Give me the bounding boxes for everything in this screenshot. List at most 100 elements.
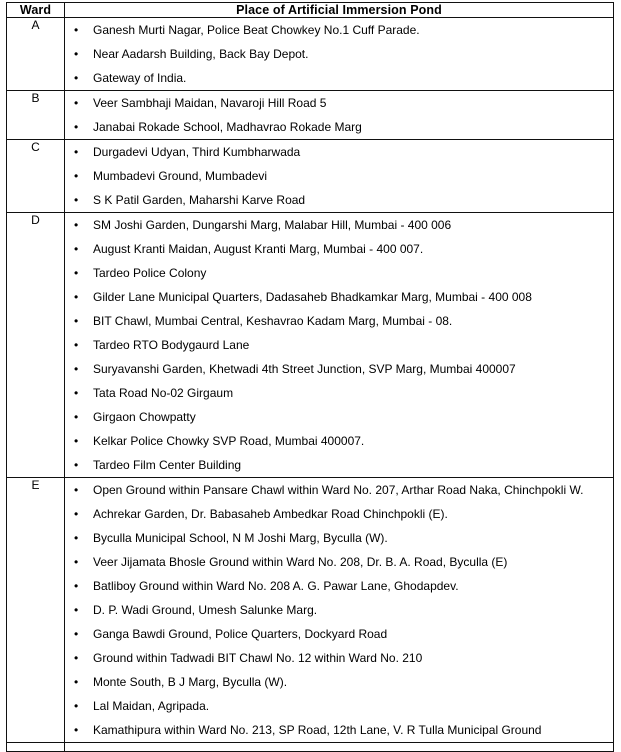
list-item-label: Girgaon Chowpatty — [93, 410, 196, 424]
list-item: • Batliboy Ground within Ward No. 208 A. … — [65, 574, 613, 598]
list-item: • Mumbadevi Ground, Mumbadevi — [65, 164, 613, 188]
list-item-label: D. P. Wadi Ground, Umesh Salunke Marg. — [93, 603, 318, 617]
list-item-label: Tardeo RTO Bodygaurd Lane — [93, 338, 250, 352]
list-item: • Girgaon Chowpatty — [65, 405, 613, 429]
column-header-place: Place of Artificial Immersion Pond — [64, 2, 614, 18]
place-list-cell: • Ganesh Murti Nagar, Police Beat Chowkey… — [64, 17, 614, 91]
table-row: C • Durgadevi Udyan, Third Kumbharwada • Mum… — [6, 139, 614, 213]
bullet-icon: • — [74, 627, 79, 641]
list-item: • Achrekar Garden, Dr. Babasaheb Ambedkar… — [65, 502, 613, 526]
place-list-cell: • Veer Sambhaji Maidan, Navaroji Hill Roa… — [64, 90, 614, 140]
list-item-label: Kamathipura within Ward No. 213, SP Road… — [93, 723, 542, 737]
list-item-label: Tata Road No-02 Girgaum — [93, 386, 234, 400]
table-header-row: Ward Place of Artificial Immersion Pond — [6, 2, 614, 18]
bullet-icon: • — [74, 145, 79, 159]
list-item-label: Monte South, B J Marg, Byculla (W). — [93, 675, 288, 689]
bullet-icon: • — [74, 699, 79, 713]
place-list: • Open Ground within Pansare Chawl within… — [65, 478, 613, 742]
list-item-label: Open Ground within Pansare Chawl within … — [93, 483, 584, 497]
bullet-icon: • — [74, 71, 79, 85]
bullet-icon: • — [74, 290, 79, 304]
list-item: • Ganga Bawdi Ground, Police Quarters, Do… — [65, 622, 613, 646]
list-item: • SM Joshi Garden, Dungarshi Marg, Malaba… — [65, 213, 613, 237]
table-row: B • Veer Sambhaji Maidan, Navaroji Hill Ro… — [6, 90, 614, 140]
list-item: • Lal Maidan, Agripada. — [65, 694, 613, 718]
bullet-icon: • — [74, 434, 79, 448]
list-item: • Near Aadarsh Building, Back Bay Depot. — [65, 42, 613, 66]
bullet-icon: • — [74, 579, 79, 593]
bullet-icon: • — [74, 96, 79, 110]
bullet-icon: • — [74, 338, 79, 352]
bullet-icon: • — [74, 362, 79, 376]
table-body: A • Ganesh Murti Nagar, Police Beat Chowke… — [6, 17, 614, 752]
table-row: D • SM Joshi Garden, Dungarshi Marg, Malab… — [6, 212, 614, 478]
bullet-icon: • — [74, 675, 79, 689]
bullet-icon: • — [74, 603, 79, 617]
list-item-label: Durgadevi Udyan, Third Kumbharwada — [93, 145, 301, 159]
ward-letter-cell: A — [6, 17, 65, 91]
list-item: • Ground within Tadwadi BIT Chawl No. 12 … — [65, 646, 613, 670]
column-header-ward: Ward — [6, 2, 65, 18]
list-item: • Gateway of India. — [65, 66, 613, 90]
list-item-label: SM Joshi Garden, Dungarshi Marg, Malabar… — [93, 218, 452, 232]
bullet-icon: • — [74, 266, 79, 280]
place-list-cell: • Durgadevi Udyan, Third Kumbharwada • Mumb… — [64, 139, 614, 213]
place-list: • SM Joshi Garden, Dungarshi Marg, Malaba… — [65, 213, 613, 477]
list-item-label: Ganga Bawdi Ground, Police Quarters, Doc… — [93, 627, 388, 641]
bullet-icon: • — [74, 314, 79, 328]
list-item: • S K Patil Garden, Maharshi Karve Road — [65, 188, 613, 212]
list-item: • Tardeo RTO Bodygaurd Lane — [65, 333, 613, 357]
list-item: • August Kranti Maidan, August Kranti Mar… — [65, 237, 613, 261]
list-item-label: Gateway of India. — [93, 71, 187, 85]
table-row-clipped — [6, 742, 614, 752]
list-item-label: Ganesh Murti Nagar, Police Beat Chowkey … — [93, 23, 420, 37]
place-list: • Ganesh Murti Nagar, Police Beat Chowkey… — [65, 18, 613, 90]
list-item: • Monte South, B J Marg, Byculla (W). — [65, 670, 613, 694]
bullet-icon: • — [74, 386, 79, 400]
bullet-icon: • — [74, 242, 79, 256]
bullet-icon: • — [74, 507, 79, 521]
list-item: • Tardeo Police Colony — [65, 261, 613, 285]
bullet-icon: • — [74, 651, 79, 665]
place-list-cell: • SM Joshi Garden, Dungarshi Marg, Malaba… — [64, 212, 614, 478]
bullet-icon: • — [74, 483, 79, 497]
ward-letter-cell: E — [6, 477, 65, 743]
bullet-icon: • — [74, 169, 79, 183]
document-page: Ward Place of Artificial Immersion Pond … — [6, 2, 614, 752]
bullet-icon: • — [74, 531, 79, 545]
list-item-label: S K Patil Garden, Maharshi Karve Road — [93, 193, 306, 207]
ward-letter-cell: C — [6, 139, 65, 213]
list-item-label: Veer Sambhaji Maidan, Navaroji Hill Road… — [93, 96, 327, 110]
list-item: • Durgadevi Udyan, Third Kumbharwada — [65, 140, 613, 164]
bullet-icon: • — [74, 458, 79, 472]
place-list-cell: • Open Ground within Pansare Chawl within… — [64, 477, 614, 743]
list-item-label: Ground within Tadwadi BIT Chawl No. 12 w… — [93, 651, 423, 665]
list-item-label: Lal Maidan, Agripada. — [93, 699, 210, 713]
place-list: • Durgadevi Udyan, Third Kumbharwada • Mumb… — [65, 140, 613, 212]
list-item: • Veer Jijamata Bhosle Ground within Ward… — [65, 550, 613, 574]
bullet-icon: • — [74, 410, 79, 424]
list-item-label: Janabai Rokade School, Madhavrao Rokade … — [93, 120, 362, 134]
place-list-cell — [64, 742, 614, 752]
table-row: A • Ganesh Murti Nagar, Police Beat Chowke… — [6, 17, 614, 91]
bullet-icon: • — [74, 47, 79, 61]
list-item-label: Suryavanshi Garden, Khetwadi 4th Street … — [93, 362, 516, 376]
list-item: • BIT Chawl, Mumbai Central, Keshavrao Ka… — [65, 309, 613, 333]
list-item: • Tardeo Film Center Building — [65, 453, 613, 477]
list-item: • Kelkar Police Chowky SVP Road, Mumbai 4… — [65, 429, 613, 453]
list-item: • Janabai Rokade School, Madhavrao Rokade… — [65, 115, 613, 139]
list-item-label: Byculla Municipal School, N M Joshi Marg… — [93, 531, 388, 545]
list-item-label: August Kranti Maidan, August Kranti Marg… — [93, 242, 424, 256]
list-item: • Kamathipura within Ward No. 213, SP Roa… — [65, 718, 613, 742]
bullet-icon: • — [74, 23, 79, 37]
list-item-label: Veer Jijamata Bhosle Ground within Ward … — [93, 555, 508, 569]
list-item-label: Tardeo Police Colony — [93, 266, 207, 280]
bullet-icon: • — [74, 723, 79, 737]
ward-letter-cell: D — [6, 212, 65, 478]
list-item-label: Gilder Lane Municipal Quarters, Dadasahe… — [93, 290, 532, 304]
list-item: • Open Ground within Pansare Chawl within… — [65, 478, 613, 502]
list-item: • Tata Road No-02 Girgaum — [65, 381, 613, 405]
list-item: • Gilder Lane Municipal Quarters, Dadasah… — [65, 285, 613, 309]
bullet-icon: • — [74, 218, 79, 232]
table-header: Ward Place of Artificial Immersion Pond — [6, 2, 614, 18]
